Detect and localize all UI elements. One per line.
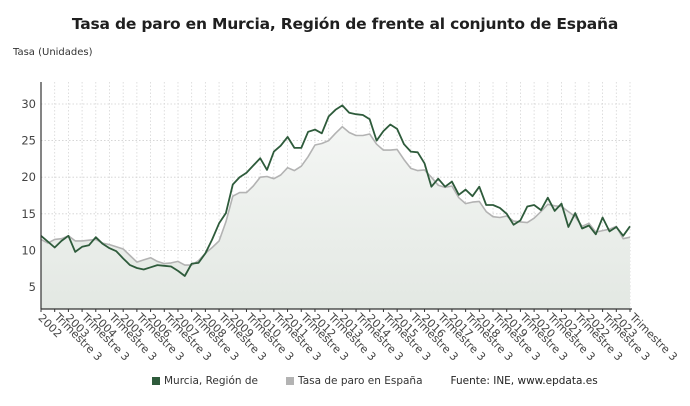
series-line-espana [40,125,631,266]
svg-text:5: 5 [29,280,36,294]
legend-label: Tasa de paro en España [298,375,423,387]
source-text: Fuente: INE, www.epdata.es [450,375,598,387]
legend-label: Murcia, Región de [164,375,259,387]
svg-text:10: 10 [21,243,36,257]
svg-text:20: 20 [21,170,36,184]
svg-text:15: 15 [21,207,36,221]
svg-text:30: 30 [21,97,36,111]
legend: Murcia, Región de Tasa de paro en España… [152,375,626,387]
legend-item-murcia[interactable]: Murcia, Región de [152,375,258,387]
y-axis-label: Tasa (Unidades) [13,47,93,58]
series-line-murcia [40,104,631,277]
square-swatch-icon [152,377,160,385]
source-note: Fuente: INE, www.epdata.es [451,375,598,387]
area-fill-murcia [41,126,630,309]
svg-text:25: 25 [21,134,36,148]
legend-item-espana[interactable]: Tasa de paro en España [286,375,423,387]
chart-title: Tasa de paro en Murcia, Región de frente… [71,15,619,33]
square-swatch-icon [286,377,295,385]
y-axis: 5 10 15 20 25 30 [21,82,42,309]
